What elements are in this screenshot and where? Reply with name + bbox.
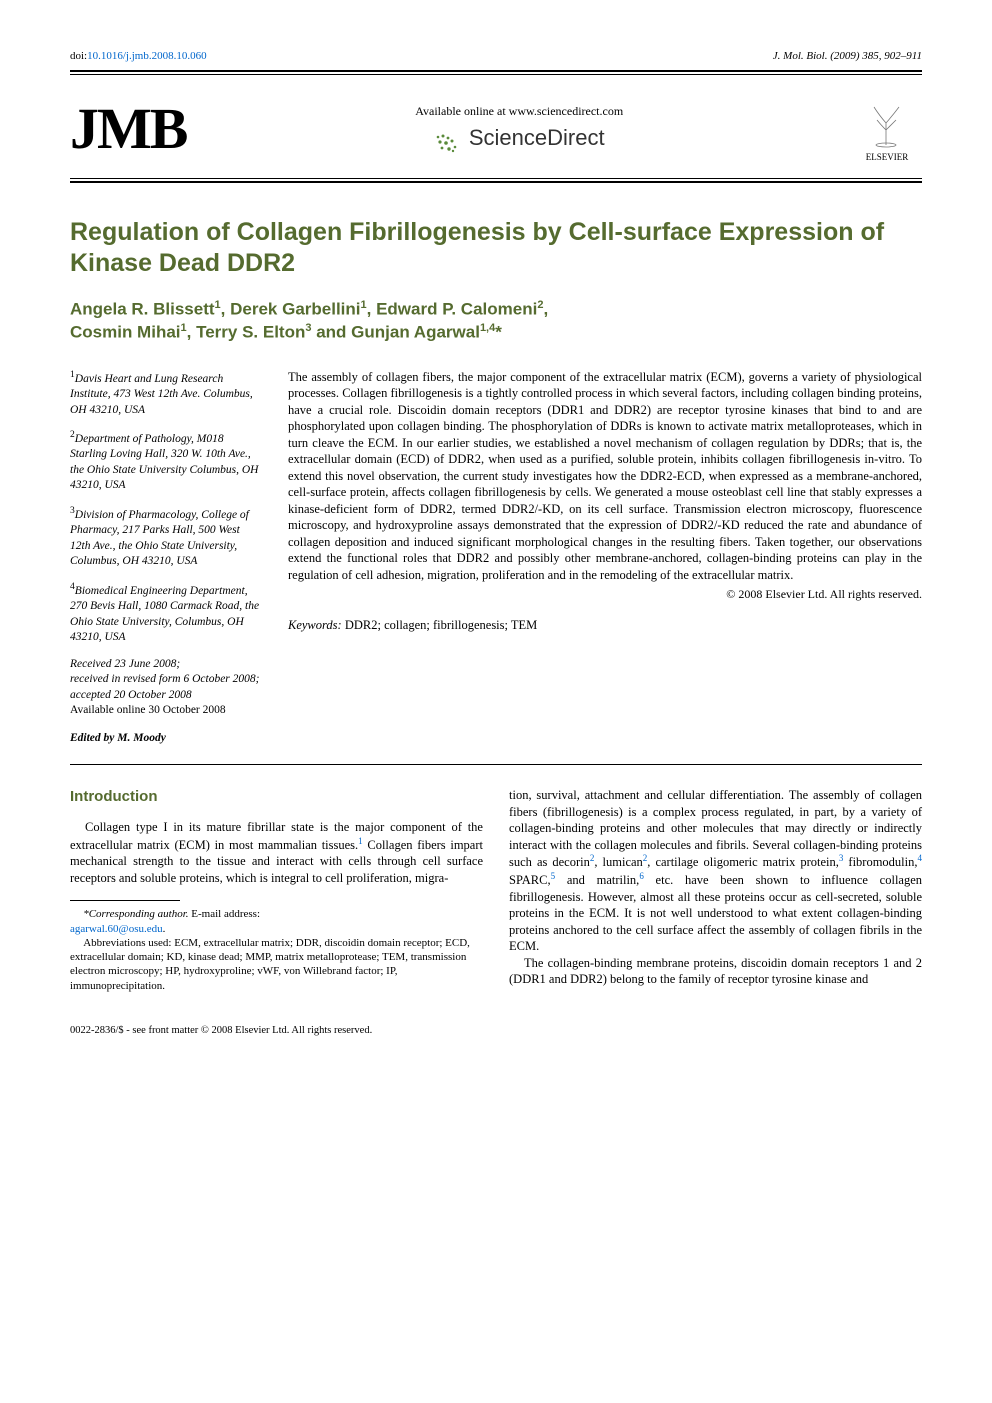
elsevier-tree-icon (859, 95, 914, 150)
abstract-bottom-rule (70, 764, 922, 765)
dates-block: Received 23 June 2008; received in revis… (70, 657, 260, 719)
sciencedirect-line: ScienceDirect (415, 125, 623, 152)
ref-link-4[interactable]: 4 (918, 853, 923, 863)
sciencedirect-text[interactable]: ScienceDirect (469, 125, 605, 150)
header-rule-thick (70, 181, 922, 183)
meta-abstract-row: 1Davis Heart and Lung Research Institute… (70, 369, 922, 747)
editor-line: Edited by M. Moody (70, 731, 260, 747)
author-1: Angela R. Blissett (70, 299, 215, 318)
doi-line: doi:10.1016/j.jmb.2008.10.060 (70, 50, 207, 62)
header-rule-thin (70, 178, 922, 179)
received-date: Received 23 June 2008; (70, 658, 180, 670)
abbreviations-footnote: Abbreviations used: ECM, extracellular m… (70, 936, 483, 993)
keywords-text: DDR2; collagen; fibrillogenesis; TEM (342, 618, 538, 632)
intro-paragraph-1: Collagen type I in its mature fibrillar … (70, 819, 483, 886)
elsevier-text: ELSEVIER (852, 152, 922, 162)
author-6-aff: 1,4 (480, 322, 495, 334)
affiliation-1: 1Davis Heart and Lung Research Institute… (70, 369, 260, 418)
accepted-date: accepted 20 October 2008 (70, 689, 192, 701)
affiliation-3: 3Division of Pharmacology, College of Ph… (70, 505, 260, 570)
footnote-rule (70, 900, 180, 901)
available-online-text: Available online at www.sciencedirect.co… (415, 104, 623, 119)
corresponding-footnote: *Corresponding author. E-mail address:ag… (70, 907, 483, 936)
keywords-label: Keywords: (288, 618, 342, 632)
copyright-line: © 2008 Elsevier Ltd. All rights reserved… (288, 587, 922, 603)
doi-prefix: doi: (70, 50, 87, 62)
online-date: Available online 30 October 2008 (70, 704, 226, 716)
body-columns: Introduction Collagen type I in its matu… (70, 787, 922, 993)
doi-link[interactable]: 10.1016/j.jmb.2008.10.060 (87, 50, 206, 62)
email-link[interactable]: agarwal.60@osu.edu (70, 923, 163, 935)
jmb-logo: JMB (70, 95, 186, 162)
top-rule-thick (70, 70, 922, 72)
corresponding-star: * (495, 323, 502, 342)
introduction-heading: Introduction (70, 787, 483, 807)
abstract-text: The assembly of collagen fibers, the maj… (288, 369, 922, 584)
page-container: doi:10.1016/j.jmb.2008.10.060 J. Mol. Bi… (0, 0, 992, 1076)
abstract-column: The assembly of collagen fibers, the maj… (288, 369, 922, 747)
top-bar: doi:10.1016/j.jmb.2008.10.060 J. Mol. Bi… (70, 50, 922, 62)
sciencedirect-icon (434, 133, 460, 153)
top-rule-thin (70, 74, 922, 75)
elsevier-logo: ELSEVIER (852, 95, 922, 162)
authors: Angela R. Blissett1, Derek Garbellini1, … (70, 298, 922, 345)
intro-paragraph-2: tion, survival, attachment and cellular … (509, 787, 922, 954)
journal-header: JMB Available online at www.sciencedirec… (70, 77, 922, 176)
article-title: Regulation of Collagen Fibrillogenesis b… (70, 217, 922, 280)
affiliation-2: 2Department of Pathology, M018 Starling … (70, 429, 260, 494)
author-4: Cosmin Mihai (70, 323, 181, 342)
affiliation-4: 4Biomedical Engineering Department, 270 … (70, 581, 260, 646)
affiliations-column: 1Davis Heart and Lung Research Institute… (70, 369, 260, 747)
keywords-line: Keywords: DDR2; collagen; fibrillogenesi… (288, 617, 922, 634)
bottom-copyright: 0022-2836/$ - see front matter © 2008 El… (70, 1025, 922, 1036)
revised-date: received in revised form 6 October 2008; (70, 673, 259, 685)
journal-reference: J. Mol. Biol. (2009) 385, 902–911 (773, 50, 922, 62)
intro-paragraph-3: The collagen-binding membrane proteins, … (509, 955, 922, 988)
header-center: Available online at www.sciencedirect.co… (415, 104, 623, 152)
